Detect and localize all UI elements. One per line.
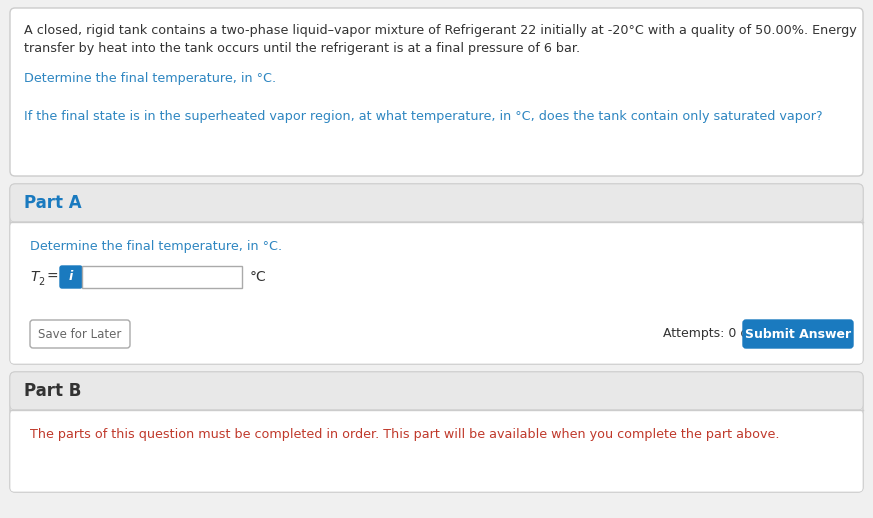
FancyBboxPatch shape bbox=[82, 266, 242, 288]
Text: Attempts: 0 of 5 used: Attempts: 0 of 5 used bbox=[663, 327, 799, 340]
Text: Part A: Part A bbox=[24, 194, 81, 212]
FancyBboxPatch shape bbox=[743, 320, 853, 348]
Text: The parts of this question must be completed in order. This part will be availab: The parts of this question must be compl… bbox=[30, 428, 780, 441]
FancyBboxPatch shape bbox=[60, 266, 82, 288]
Text: i: i bbox=[69, 270, 73, 283]
Text: Save for Later: Save for Later bbox=[38, 327, 121, 340]
FancyBboxPatch shape bbox=[30, 320, 130, 348]
FancyBboxPatch shape bbox=[10, 184, 863, 222]
Text: =: = bbox=[46, 270, 58, 284]
Text: Part B: Part B bbox=[24, 382, 81, 400]
FancyBboxPatch shape bbox=[10, 410, 863, 492]
Text: 2: 2 bbox=[38, 277, 45, 287]
FancyBboxPatch shape bbox=[10, 372, 863, 410]
Text: T: T bbox=[30, 270, 38, 284]
FancyBboxPatch shape bbox=[10, 372, 863, 492]
Text: If the final state is in the superheated vapor region, at what temperature, in °: If the final state is in the superheated… bbox=[24, 110, 822, 123]
FancyBboxPatch shape bbox=[10, 8, 863, 176]
Text: Submit Answer: Submit Answer bbox=[745, 327, 851, 340]
Text: Determine the final temperature, in °C.: Determine the final temperature, in °C. bbox=[24, 72, 276, 85]
FancyBboxPatch shape bbox=[10, 184, 863, 364]
Text: °C: °C bbox=[250, 270, 267, 284]
FancyBboxPatch shape bbox=[10, 222, 863, 364]
Text: transfer by heat into the tank occurs until the refrigerant is at a final pressu: transfer by heat into the tank occurs un… bbox=[24, 42, 581, 55]
Text: Determine the final temperature, in °C.: Determine the final temperature, in °C. bbox=[30, 240, 282, 253]
Text: A closed, rigid tank contains a two-phase liquid–vapor mixture of Refrigerant 22: A closed, rigid tank contains a two-phas… bbox=[24, 24, 856, 37]
